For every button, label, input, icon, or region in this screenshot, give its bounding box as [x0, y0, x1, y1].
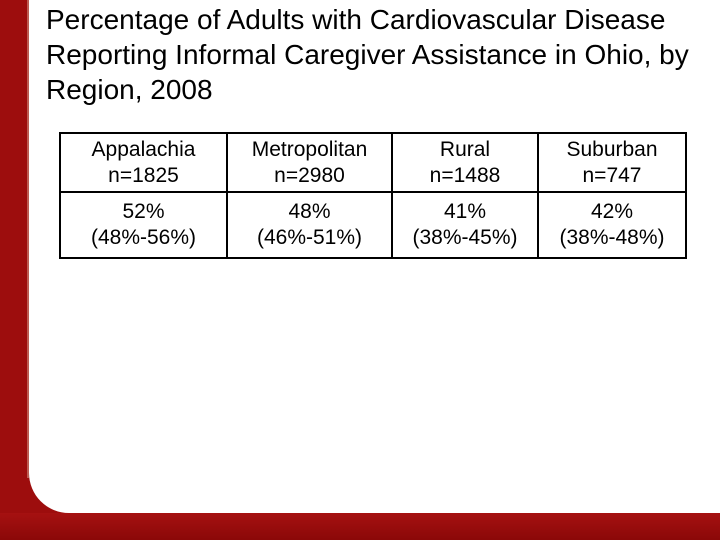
- confidence-interval: (48%-56%): [90, 226, 197, 249]
- percentage-value: 52%: [122, 200, 165, 223]
- region-statistics-table: Appalachia n=1825 Metropolitan n=2980 Ru…: [59, 132, 687, 259]
- region-label: Appalachia: [91, 137, 196, 161]
- table-header-cell-appalachia: Appalachia n=1825: [59, 132, 228, 193]
- sample-size: n=2980: [274, 163, 345, 187]
- left-bar-bevel-edge: [27, 0, 29, 478]
- region-label: Suburban: [566, 137, 658, 161]
- table-data-cell-metropolitan: 48% (46%-51%): [226, 191, 393, 259]
- percentage-value: 41%: [443, 200, 487, 223]
- bottom-accent-band: [0, 513, 720, 540]
- sample-size: n=1825: [108, 163, 179, 187]
- slide-title-line-2: Reporting Informal Caregiver Assistance …: [46, 39, 689, 70]
- table-header-cell-metropolitan: Metropolitan n=2980: [226, 132, 393, 193]
- percentage-value: 48%: [288, 200, 331, 223]
- percentage-value: 42%: [590, 200, 634, 223]
- confidence-interval: (38%-45%): [412, 226, 518, 249]
- slide-title-line-3: Region, 2008: [46, 74, 213, 105]
- table-data-row: 52% (48%-56%) 48% (46%-51%) 41% (38%-45%…: [59, 191, 687, 259]
- confidence-interval: (46%-51%): [256, 226, 363, 249]
- region-label: Metropolitan: [251, 137, 368, 161]
- table-header-row: Appalachia n=1825 Metropolitan n=2980 Ru…: [59, 132, 687, 193]
- region-label: Rural: [439, 137, 491, 161]
- left-accent-bar: [0, 0, 27, 540]
- table-header-cell-rural: Rural n=1488: [391, 132, 539, 193]
- sample-size: n=747: [582, 163, 642, 187]
- confidence-interval: (38%-48%): [559, 226, 665, 249]
- sample-size: n=1488: [429, 163, 501, 187]
- table-data-cell-rural: 41% (38%-45%): [391, 191, 539, 259]
- table-header-cell-suburban: Suburban n=747: [537, 132, 687, 193]
- slide-title-line-1: Percentage of Adults with Cardiovascular…: [46, 4, 666, 35]
- table-data-cell-suburban: 42% (38%-48%): [537, 191, 687, 259]
- slide-title: Percentage of Adults with Cardiovascular…: [46, 2, 689, 107]
- table-data-cell-appalachia: 52% (48%-56%): [59, 191, 228, 259]
